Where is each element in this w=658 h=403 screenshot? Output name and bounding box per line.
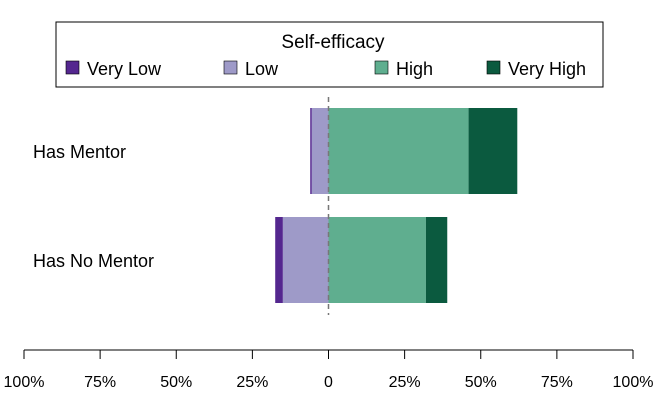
- legend-swatch-high: [374, 60, 389, 75]
- legend-label-very-high: Very High: [508, 59, 586, 79]
- category-label-has-mentor: Has Mentor: [33, 142, 126, 162]
- x-tick-label: 75%: [84, 374, 116, 391]
- x-axis: 100% 75% 50% 25% 0 25% 50% 75% 100%: [4, 349, 654, 391]
- legend-label-high: High: [396, 59, 433, 79]
- x-tick-label: 50%: [160, 374, 192, 391]
- bar-has-mentor-low: [311, 108, 329, 194]
- x-tick-label: 75%: [541, 374, 573, 391]
- bar-has-no-mentor-very-high: [425, 217, 448, 303]
- bar-has-no-mentor-very-low: [275, 217, 283, 303]
- category-label-has-no-mentor: Has No Mentor: [33, 251, 154, 271]
- legend-title: Self-efficacy: [281, 32, 385, 53]
- x-tick-label: 100%: [613, 374, 654, 391]
- legend-swatch-very-low: [65, 60, 80, 75]
- bar-has-no-mentor-low: [282, 217, 329, 303]
- x-tick-label: 25%: [236, 374, 268, 391]
- x-tick-label: 25%: [389, 374, 421, 391]
- x-tick-label: 50%: [465, 374, 497, 391]
- legend-label-low: Low: [245, 59, 279, 79]
- x-tick-label: 100%: [4, 374, 45, 391]
- bars: [275, 108, 518, 303]
- category-labels: Has Mentor Has No Mentor: [33, 142, 154, 271]
- bar-has-mentor-very-low: [310, 108, 312, 194]
- legend-swatch-low: [223, 60, 238, 75]
- x-tick-label: 0: [324, 374, 333, 391]
- legend-box: [55, 21, 604, 88]
- bar-has-mentor-very-high: [468, 108, 518, 194]
- legend-swatch-very-high: [486, 60, 501, 75]
- bar-has-no-mentor-high: [328, 217, 426, 303]
- legend-label-very-low: Very Low: [87, 59, 162, 79]
- legend: Self-efficacy Very Low Low High Very High: [55, 21, 604, 88]
- bar-has-mentor-high: [328, 108, 469, 194]
